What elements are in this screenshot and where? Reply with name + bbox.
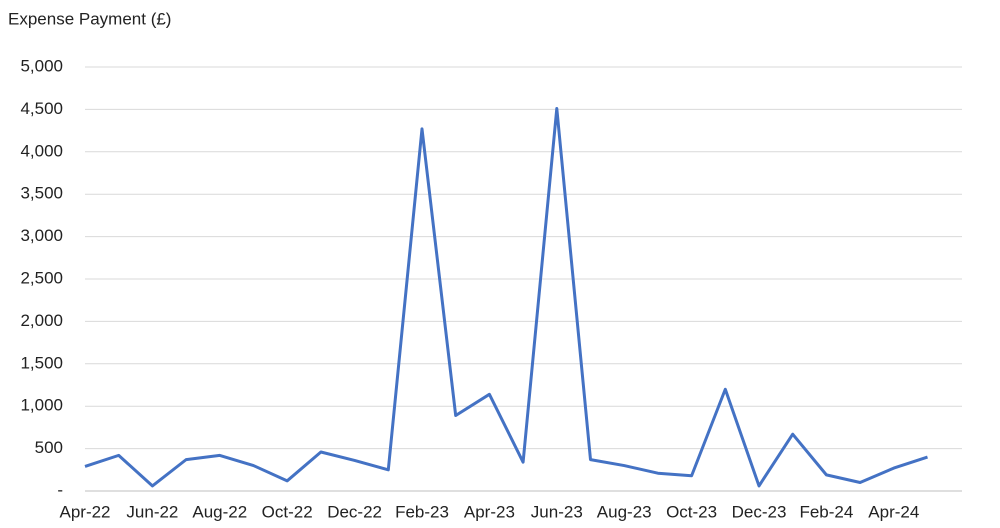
x-tick-label: Oct-23 — [666, 502, 717, 521]
x-tick-label: Aug-23 — [597, 502, 652, 521]
x-tick-label: Oct-22 — [262, 502, 313, 521]
x-tick-label: Apr-22 — [59, 502, 110, 521]
x-tick-label: Dec-23 — [732, 502, 787, 521]
y-tick-label: 1,000 — [20, 396, 63, 415]
y-tick-label: 5,000 — [20, 56, 63, 75]
y-tick-label: - — [57, 480, 63, 499]
y-tick-label: 4,500 — [20, 99, 63, 118]
x-tick-label: Aug-22 — [192, 502, 247, 521]
y-tick-label: 2,500 — [20, 268, 63, 287]
y-tick-label: 500 — [35, 438, 63, 457]
y-tick-label: 2,000 — [20, 311, 63, 330]
y-axis-title: Expense Payment (£) — [8, 9, 171, 28]
x-tick-label: Jun-22 — [126, 502, 178, 521]
x-tick-label: Apr-24 — [868, 502, 919, 521]
x-tick-label: Apr-23 — [464, 502, 515, 521]
x-tick-label: Dec-22 — [327, 502, 382, 521]
y-tick-label: 1,500 — [20, 353, 63, 372]
x-tick-label: Jun-23 — [531, 502, 583, 521]
y-tick-label: 3,000 — [20, 226, 63, 245]
y-tick-label: 3,500 — [20, 184, 63, 203]
line-series — [84, 107, 928, 488]
x-tick-label: Feb-24 — [799, 502, 853, 521]
x-tick-label: Feb-23 — [395, 502, 449, 521]
y-tick-label: 4,000 — [20, 141, 63, 160]
